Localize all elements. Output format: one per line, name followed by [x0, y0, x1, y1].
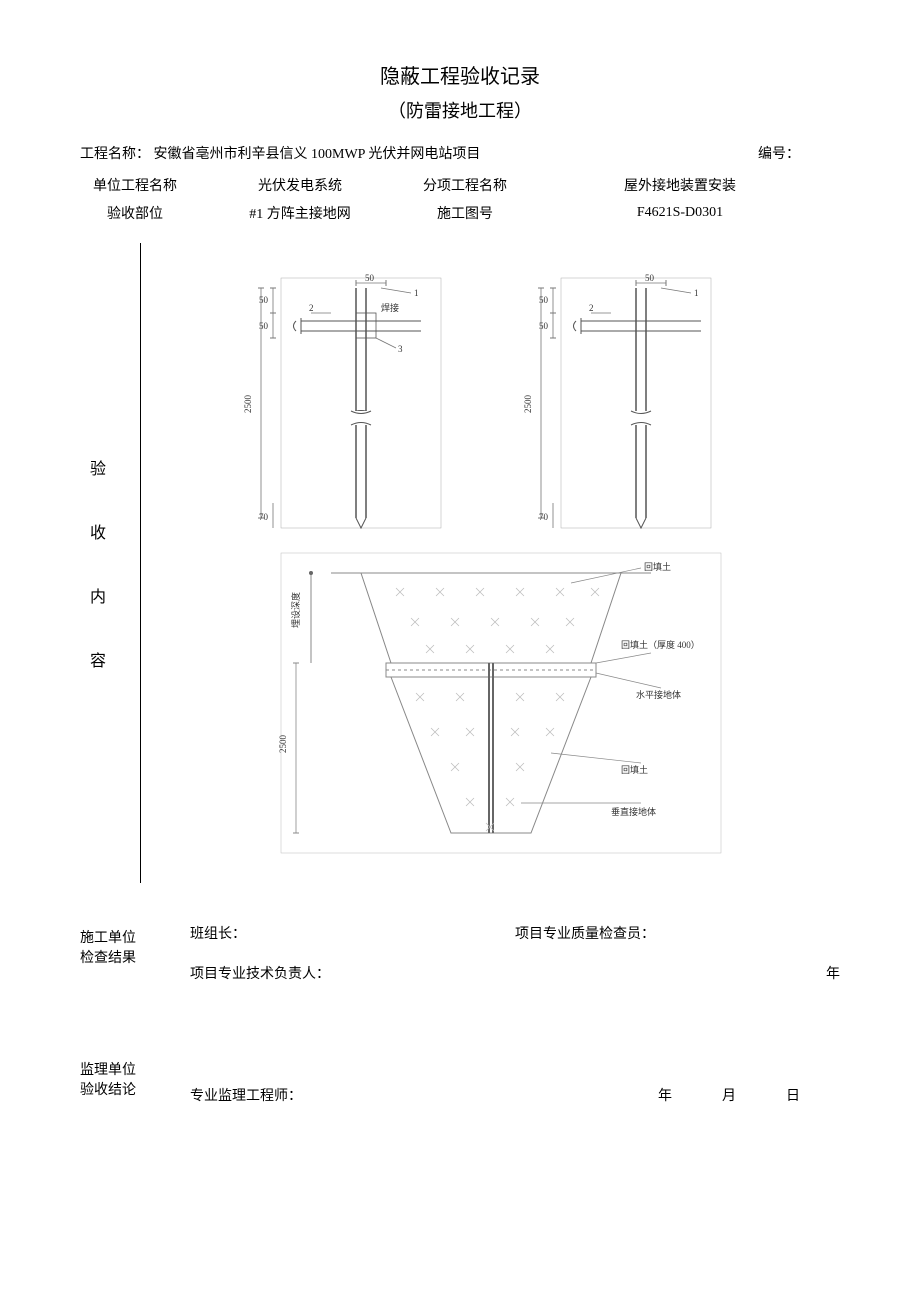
info-row-1: 单位工程名称 光伏发电系统 分项工程名称 屋外接地装置安装: [80, 175, 840, 195]
tech-leader-label: 项目专业技术负责人：: [190, 963, 720, 983]
supervision-label-2: 验收结论: [80, 1079, 190, 1099]
dim-70-r: 70: [539, 512, 549, 522]
label-2-r: 2: [589, 303, 594, 313]
year-label: 年: [720, 963, 840, 983]
inspector-label: 项目专业质量检查员：: [515, 923, 840, 943]
header-line: 工程名称： 安徽省亳州市利辛县信义 100MWP 光伏并网电站项目 编号：: [80, 143, 840, 163]
rod-diagram: 50 1 焊接 2 3: [161, 263, 761, 543]
dim-50-side: 50: [259, 295, 269, 305]
dim-50-side2: 50: [259, 321, 269, 331]
drawing-no-value: F4621S-D0301: [520, 205, 840, 221]
acceptance-part-label: 验收部位: [80, 203, 190, 223]
label-2: 2: [309, 303, 314, 313]
month-label-s: 月: [722, 1085, 736, 1105]
vertical-ground-label: 垂直接地体: [611, 806, 656, 817]
dim-70: 70: [259, 512, 269, 522]
content-row: 验 收 内 容 50 1: [80, 243, 840, 883]
dim-50-top: 50: [365, 273, 375, 283]
drawing-no-label: 施工图号: [410, 203, 520, 223]
construction-section: 施工单位 检查结果 班组长： 项目专业质量检查员： 项目专业技术负责人： 年: [80, 923, 840, 995]
label-1: 1: [414, 288, 419, 298]
backfill-label-bottom: 回填土: [621, 764, 648, 775]
dim-2500-r: 2500: [523, 395, 533, 414]
dim-2500: 2500: [243, 395, 253, 414]
dim-50-top-r: 50: [645, 273, 655, 283]
backfill-label-top: 回填土: [644, 561, 671, 572]
weld-label: 焊接: [381, 302, 399, 313]
project-name-value: 安徽省亳州市利辛县信义 100MWP 光伏并网电站项目: [154, 147, 481, 162]
diagram-area: 50 1 焊接 2 3: [161, 263, 820, 863]
day-label-s: 日: [786, 1085, 800, 1105]
content-label-char: 容: [90, 647, 140, 671]
content-label-column: 验 收 内 容: [80, 243, 140, 883]
supervision-label-1: 监理单位: [80, 1059, 190, 1079]
page-title: 隐蔽工程验收记录: [80, 60, 840, 89]
backfill-thickness-label: 回填土（厚度 400）: [621, 639, 700, 650]
number-label: 编号：: [758, 147, 800, 162]
depth-label: 埋设深度: [290, 592, 301, 628]
dim-50-side2-r: 50: [539, 321, 549, 331]
construction-label-2: 检查结果: [80, 947, 190, 967]
team-leader-label: 班组长：: [190, 923, 515, 943]
content-label-char: 验: [90, 455, 140, 479]
trench-diagram: 埋设深度 2500 回填土 回填土（厚度 400） 水平接地体 回填土: [161, 543, 761, 863]
construction-label-1: 施工单位: [80, 927, 190, 947]
unit-project-value: 光伏发电系统: [190, 175, 410, 195]
page-subtitle: （防雷接地工程）: [80, 97, 840, 123]
acceptance-part-value: #1 方阵主接地网: [190, 203, 410, 223]
content-label-char: 收: [90, 519, 140, 543]
dim-50-side-r: 50: [539, 295, 549, 305]
horizontal-ground-label: 水平接地体: [636, 689, 681, 700]
sub-project-label: 分项工程名称: [410, 175, 520, 195]
supervision-section: 监理单位 验收结论 专业监理工程师： 年 月 日: [80, 1055, 840, 1117]
sub-project-value: 屋外接地装置安装: [520, 175, 840, 195]
engineer-label: 专业监理工程师：: [190, 1085, 658, 1105]
label-1-r: 1: [694, 288, 699, 298]
dim-2500-trench: 2500: [278, 735, 288, 754]
project-name-label: 工程名称：: [80, 147, 150, 162]
unit-project-label: 单位工程名称: [80, 175, 190, 195]
label-3: 3: [398, 344, 403, 354]
info-row-2: 验收部位 #1 方阵主接地网 施工图号 F4621S-D0301: [80, 203, 840, 223]
content-label-char: 内: [90, 583, 140, 607]
year-label-s: 年: [658, 1085, 672, 1105]
content-body: 50 1 焊接 2 3: [140, 243, 840, 883]
